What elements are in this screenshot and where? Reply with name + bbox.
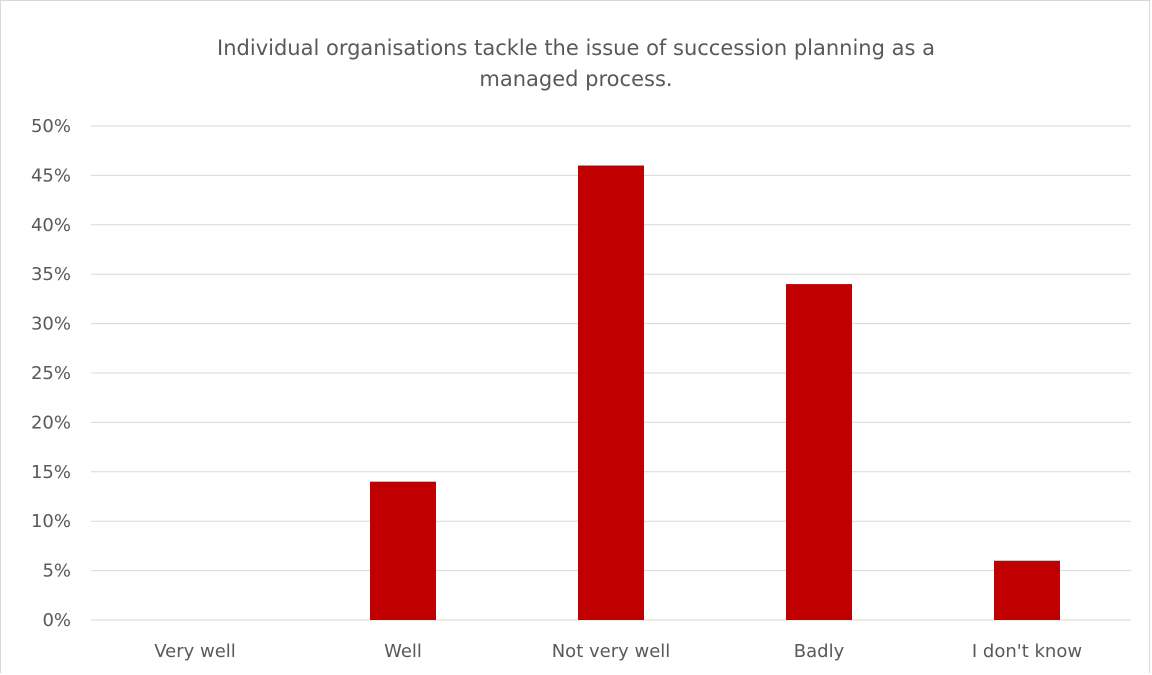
chart-title-line-2: managed process. [479, 67, 672, 91]
x-axis-category-labels: Very well Well Not very well Badly I don't k… [154, 641, 1082, 662]
y-tick-label: 5% [42, 561, 71, 582]
chart-title: Individual organisations tackle the issu… [217, 36, 935, 91]
y-tick-label: 30% [31, 314, 71, 335]
y-tick-label: 35% [31, 264, 71, 285]
bar [994, 561, 1060, 620]
bar [578, 166, 644, 620]
bar [786, 284, 852, 620]
x-category-label: Badly [794, 641, 845, 662]
chart-title-line-1: Individual organisations tackle the issu… [217, 36, 935, 60]
bar [370, 482, 436, 620]
y-tick-label: 10% [31, 511, 71, 532]
x-category-label: Well [384, 641, 422, 662]
y-tick-label: 40% [31, 215, 71, 236]
x-category-label: Not very well [552, 641, 671, 662]
x-category-label: I don't know [972, 641, 1082, 662]
y-tick-label: 0% [42, 610, 71, 631]
y-tick-label: 15% [31, 462, 71, 483]
y-tick-label: 45% [31, 165, 71, 186]
y-axis-tick-labels: 0% 5% 10% 15% 20% 25% 30% 35% 40% 45% 50% [31, 116, 71, 631]
y-tick-label: 20% [31, 412, 71, 433]
y-tick-label: 25% [31, 363, 71, 384]
x-category-label: Very well [154, 641, 236, 662]
bars [370, 166, 1060, 620]
y-tick-label: 50% [31, 116, 71, 137]
